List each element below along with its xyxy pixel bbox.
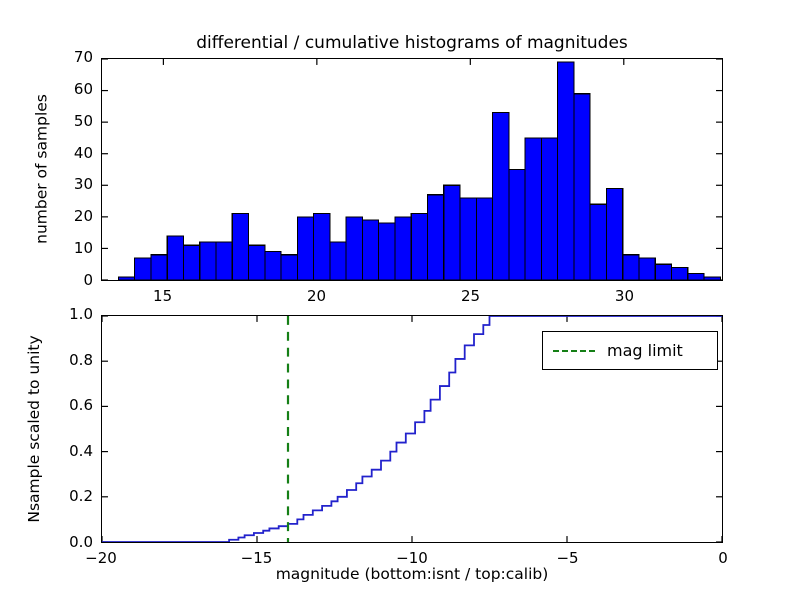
figure-title: differential / cumulative histograms of … xyxy=(196,33,628,53)
bottom-ytick-0.8: 0.8 xyxy=(69,350,93,369)
bottom-xtick--5: −5 xyxy=(556,549,579,567)
top-ytick-40: 40 xyxy=(73,143,93,162)
bottom-ytick-1.0: 1.0 xyxy=(69,305,93,323)
top-ytick-50: 50 xyxy=(73,111,93,130)
histogram-axes xyxy=(101,58,723,281)
top-xtick-15: 15 xyxy=(153,287,173,305)
legend-label-mag-limit: mag limit xyxy=(607,341,683,360)
legend-box: mag limit xyxy=(542,331,718,370)
top-ytick-60: 60 xyxy=(73,79,93,98)
bottom-ytick-0.0: 0.0 xyxy=(69,533,93,551)
bottom-ytick-0.2: 0.2 xyxy=(69,487,93,506)
mag-limit-line-swatch xyxy=(553,349,595,352)
histogram-plot-area xyxy=(102,59,722,280)
top-ytick-30: 30 xyxy=(73,175,93,194)
top-ytick-20: 20 xyxy=(73,207,93,226)
cumulative-plot-area xyxy=(102,316,722,542)
top-ytick-0: 0 xyxy=(83,271,93,289)
top-xtick-30: 30 xyxy=(614,287,634,305)
bottom-ytick-0.4: 0.4 xyxy=(69,441,93,460)
bottom-xtick-0: 0 xyxy=(718,549,728,567)
top-xtick-20: 20 xyxy=(306,287,327,305)
bottom-xtick--20: −20 xyxy=(85,549,117,567)
top-ytick-70: 70 xyxy=(73,48,93,66)
bottom-y-axis-label: Nsample scaled to unity xyxy=(25,335,43,523)
bottom-ytick-0.6: 0.6 xyxy=(69,396,93,415)
top-xtick-25: 25 xyxy=(460,287,481,305)
bottom-x-axis-label: magnitude (bottom:isnt / top:calib) xyxy=(275,565,549,583)
bottom-xtick--10: −10 xyxy=(396,549,428,567)
bottom-xtick--15: −15 xyxy=(240,549,273,567)
top-ytick-10: 10 xyxy=(73,239,93,258)
